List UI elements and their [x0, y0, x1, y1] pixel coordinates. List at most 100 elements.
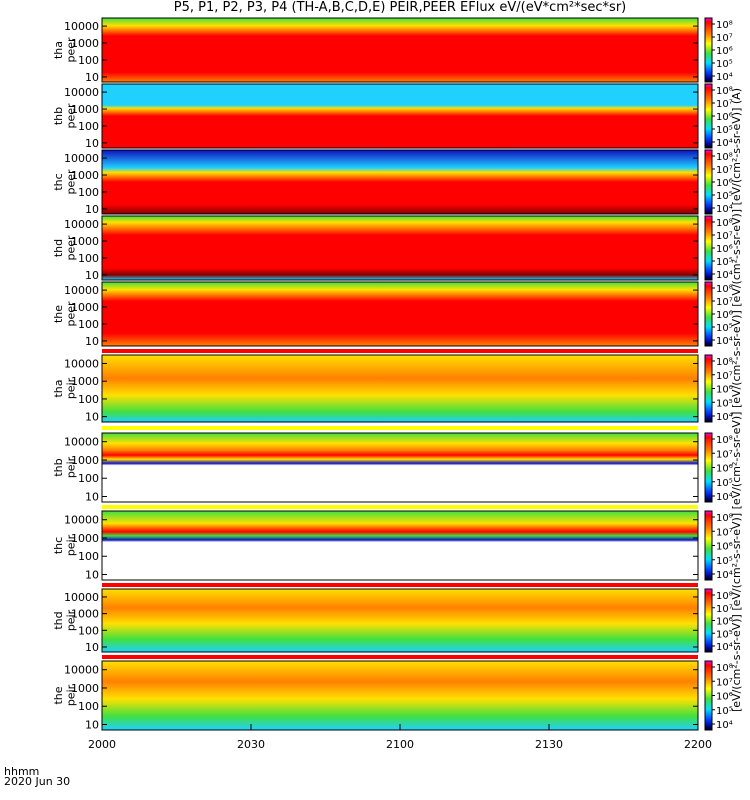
- colorbar-tick-label: 10⁸: [716, 284, 733, 295]
- y-axis-label: thepeer: [52, 301, 78, 327]
- y-label-probe: the: [52, 686, 65, 704]
- panel-frame: [101, 588, 699, 653]
- panel-thc-peir: 10 100 1000 10000 thcpeir 10⁴ 10⁵ 10⁶ 10⁷ 10⁸: [52, 510, 733, 582]
- spectrogram-image: [102, 589, 698, 652]
- y-label-probe: thc: [52, 173, 65, 190]
- y-tick-label: 10000: [64, 86, 99, 99]
- colorbar: [704, 588, 713, 653]
- y-axis-label: thapeir: [52, 377, 78, 399]
- colorbar-tick-label: 10⁵: [716, 191, 733, 202]
- y-label-species: peer: [64, 37, 77, 63]
- colorbar-tick-label: 10⁷: [716, 99, 733, 110]
- panel-frame: [101, 149, 699, 215]
- y-tick-label: 10000: [64, 152, 99, 165]
- panel-frame: [101, 510, 699, 581]
- y-tick-label: 10000: [64, 436, 99, 449]
- colorbar-tick-label: 10⁸: [716, 86, 733, 97]
- y-tick-label: 10: [85, 71, 99, 84]
- y-tick-label: 10: [85, 335, 99, 348]
- y-axis-label: thbpeir: [52, 456, 78, 478]
- y-tick-label: 10000: [64, 284, 99, 297]
- colorbar-tick-label: 10⁷: [716, 527, 733, 538]
- colorbar-tick-label: 10⁶: [716, 692, 733, 703]
- y-axis-label: thcpeer: [52, 169, 78, 195]
- y-tick-label: 10000: [64, 20, 99, 33]
- y-tick-label: 100: [78, 252, 99, 265]
- y-label-species: peer: [64, 235, 77, 261]
- spectrogram-image: [102, 511, 698, 580]
- y-label-species: peer: [64, 169, 77, 195]
- panel-tha-peer: 10 100 1000 10000 thapeer 10⁴ 10⁵ 10⁶ 10⁷ 10⁸: [52, 17, 733, 84]
- x-tick-label: 2100: [386, 738, 414, 751]
- colorbar-tick-label: 10⁴: [716, 336, 733, 347]
- colorbar-tick-label: 10⁵: [716, 59, 733, 70]
- colorbar-tick-label: 10⁴: [716, 642, 733, 653]
- y-tick-label: 100: [78, 700, 99, 713]
- y-label-probe: thb: [52, 107, 65, 125]
- colorbar-tick-label: 10⁴: [716, 270, 733, 281]
- colorbar-tick-label: 10⁶: [716, 244, 733, 255]
- colorbar-tick-label: 10⁶: [716, 617, 733, 628]
- y-tick-label: 1000: [71, 103, 99, 116]
- colorbar: [704, 354, 713, 423]
- colorbar-tick-label: 10⁴: [716, 412, 733, 423]
- colorbar-tick-label: 10⁴: [716, 204, 733, 215]
- y-tick-label: 1000: [71, 301, 99, 314]
- panel-frame: [101, 17, 699, 83]
- x-tick-label: 2030: [237, 738, 265, 751]
- colorbar-tick-label: 10⁶: [716, 310, 733, 321]
- panel-thb-peer: 10 100 1000 10000 thbpeer 10⁴ 10⁵ 10⁶ 10⁷ 10⁸: [52, 83, 733, 150]
- y-axis-label: thcpeir: [52, 534, 78, 556]
- colorbar-tick-label: 10⁵: [716, 323, 733, 334]
- panel-thb-peir: 10 100 1000 10000 thbpeir 10⁴ 10⁵ 10⁶ 10⁷ 10⁸: [52, 432, 733, 504]
- colorbar-tick-label: 10⁵: [716, 706, 733, 717]
- y-label-probe: thd: [52, 611, 65, 629]
- panel-thc-peer: 10 100 1000 10000 thcpeer 10⁴ 10⁵ 10⁶ 10⁷ 10⁸: [52, 149, 733, 216]
- colorbar: [704, 149, 713, 215]
- colorbar-tick-label: 10⁸: [716, 513, 733, 524]
- date-label: 2020 Jun 30: [4, 775, 71, 788]
- colorbar-tick-label: 10⁸: [716, 152, 733, 163]
- y-axis-label: thdpeer: [52, 235, 78, 261]
- y-tick-label: 10: [85, 569, 99, 582]
- y-tick-label: 100: [78, 54, 99, 67]
- colorbar-tick-label: 10⁸: [716, 591, 733, 602]
- panel-frame: [101, 215, 699, 281]
- y-tick-label: 10: [85, 641, 99, 654]
- y-tick-label: 1000: [71, 235, 99, 248]
- y-tick-label: 100: [78, 624, 99, 637]
- y-tick-label: 1000: [71, 608, 99, 621]
- colorbar-tick-label: 10⁷: [716, 165, 733, 176]
- colorbar-tick-label: 10⁵: [716, 257, 733, 268]
- spectrogram-image: [102, 661, 698, 730]
- colorbar-tick-label: 10⁵: [716, 478, 733, 489]
- panel-frame: [101, 432, 699, 503]
- colorbar-tick-label: 10⁵: [716, 125, 733, 136]
- panel-the-peer: 10 100 1000 10000 thepeer 10⁴ 10⁵ 10⁶ 10⁷ 10⁸: [52, 281, 733, 348]
- colorbar-tick-label: 10⁷: [716, 604, 733, 615]
- colorbar-tick-label: 10⁷: [716, 297, 733, 308]
- y-tick-label: 1000: [71, 532, 99, 545]
- y-tick-label: 100: [78, 393, 99, 406]
- y-tick-label: 10: [85, 203, 99, 216]
- panel-separator-3: [102, 583, 698, 587]
- colorbar-tick-label: 10⁶: [716, 112, 733, 123]
- colorbar-tick-label: 10⁵: [716, 629, 733, 640]
- colorbar-tick-label: 10⁸: [716, 663, 733, 674]
- colorbar-tick-label: 10⁷: [716, 449, 733, 460]
- y-label-probe: tha: [52, 41, 65, 59]
- y-label-species: peer: [64, 301, 77, 327]
- spectrogram-image: [102, 355, 698, 422]
- y-label-probe: thd: [52, 239, 65, 257]
- y-label-species: peir: [64, 377, 77, 399]
- y-tick-label: 10: [85, 491, 99, 504]
- y-axis-label: thbpeer: [52, 103, 78, 129]
- y-tick-label: 10000: [64, 357, 99, 370]
- y-tick-label: 1000: [71, 37, 99, 50]
- colorbar-tick-label: 10⁵: [716, 398, 733, 409]
- colorbar: [704, 510, 713, 581]
- y-label-species: peir: [64, 684, 77, 706]
- y-label-species: peir: [64, 534, 77, 556]
- panel-frame: [101, 354, 699, 423]
